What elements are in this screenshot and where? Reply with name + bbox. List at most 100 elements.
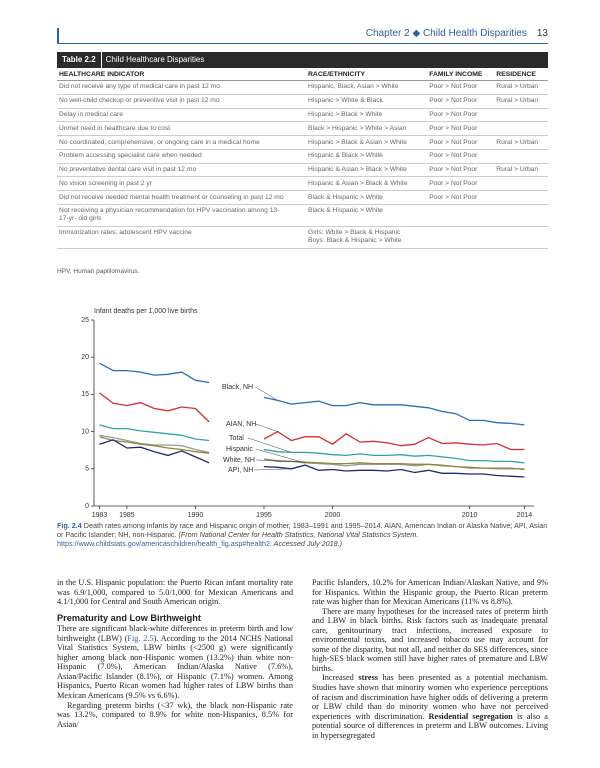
cell-text: Poor > Not Poor — [429, 83, 478, 91]
paragraph: There are many hypotheses for the increa… — [312, 606, 548, 673]
table-cell: No preventative dental care visit in pas… — [57, 163, 306, 178]
table-cell: Poor > Not Poor — [427, 163, 495, 178]
table-cell: Poor > Not Poor — [427, 94, 495, 109]
x-tick-label: 2014 — [517, 512, 533, 519]
cell-text: No coordinated, comprehensive, or ongoin… — [59, 138, 260, 146]
cell-text: Poor > Not Poor — [429, 110, 478, 118]
chart: Infant deaths per 1,000 live births 0 5 10… — [81, 308, 534, 519]
cell-line: Hispanic > Black > White — [308, 110, 383, 118]
table-cell: Poor > Not Poor — [427, 176, 495, 192]
cell-line: Black & Hispanic > White — [308, 207, 383, 215]
caption-url[interactable]: https://www.childstats.gov/americaschild… — [57, 539, 270, 548]
cell-line: Boys: Black & Hispanic > White — [308, 237, 402, 245]
series-line — [99, 392, 525, 451]
cell-text: Rural > Urban — [496, 97, 539, 105]
cell-text: Not receiving a physician recommendation… — [59, 207, 280, 223]
figure-link[interactable]: Fig. 2.5 — [127, 633, 154, 643]
cell-text: Did not receive needed mental health tre… — [59, 193, 284, 201]
cell-text: No preventative dental care visit in pas… — [59, 166, 197, 174]
x-tick-label: 1990 — [188, 512, 204, 519]
x-tick-label: 1983 — [92, 512, 108, 519]
cell-text: Poor > Not Poor — [429, 124, 478, 132]
series-label: Hispanic — [226, 446, 253, 453]
table-cell: Hispanic > Black & Asian > White — [306, 135, 428, 150]
cell-text: Poor > Not Poor — [429, 193, 478, 201]
table-cell: Black > Hispanic > White > Asian — [306, 121, 428, 137]
cell-text: Problem accessing specialist care when n… — [59, 152, 202, 160]
caption-accessed: . Accessed July 2018.) — [269, 539, 342, 548]
table-row: Unmet need in healthcare due to cost Blac… — [57, 121, 548, 137]
table-row: No preventative dental care visit in pas… — [57, 163, 548, 178]
table-cell: Poor > Not Poor — [427, 190, 495, 206]
table-cell: Poor > Not Poor — [427, 149, 495, 164]
table-cell: Did not receive any type of medical care… — [57, 80, 306, 95]
paragraph: Increased stress has been presented as a… — [312, 673, 548, 740]
cell-text: No well-child checkup or preventive visi… — [59, 97, 220, 105]
figure-label: Fig. 2.4 — [57, 521, 82, 530]
table-row: No vision screening in past 2 yr Hispanic… — [57, 176, 548, 192]
paragraph: Regarding preterm births (<37 wk), the b… — [57, 700, 293, 729]
label-leader — [256, 459, 306, 463]
label-leader — [255, 448, 306, 464]
table-cell — [494, 190, 548, 206]
table-cell: Poor > Not Poor — [427, 135, 495, 150]
column-header: RACE/ETHNICITY — [306, 68, 428, 81]
table-row: Did not receive any type of medical care… — [57, 80, 548, 95]
cell-text: Did not receive any type of medical care… — [59, 83, 220, 91]
table-cell: No coordinated, comprehensive, or ongoin… — [57, 135, 306, 150]
cell-text: Poor > Not Poor — [429, 138, 478, 146]
separator: ◆ — [412, 28, 421, 39]
cell-text: Poor > Not Poor — [429, 179, 478, 187]
table-cell: Immunization rates: adolescent HPV vacci… — [57, 226, 306, 249]
table-label: Table 2.2 — [62, 52, 102, 68]
caption-source: (From National Center for Health Statist… — [178, 530, 419, 539]
series-label: Black, NH — [222, 384, 253, 391]
series-label: API, NH — [228, 467, 253, 474]
table-row: Immunization rates: adolescent HPV vacci… — [57, 226, 548, 249]
y-tick-label: 5 — [85, 466, 89, 473]
table-cell: No well-child checkup or preventive visi… — [57, 94, 306, 109]
bold-term: Residential segregation — [428, 711, 513, 721]
paragraph: in the U.S. Hispanic population: the Pue… — [57, 578, 293, 607]
table-cell: Not receiving a physician recommendation… — [57, 204, 306, 227]
table-cell — [494, 204, 548, 227]
table-row: Problem accessing specialist care when n… — [57, 149, 548, 164]
running-header: Chapter 2 ◆ Child Health Disparities 13 — [57, 26, 548, 44]
cell-line: Hispanic & Asian > Black > White — [308, 166, 407, 174]
y-tick-label: 10 — [81, 428, 89, 435]
cell-line: Hispanic > White & Black — [308, 97, 383, 105]
y-axis-label: Infant deaths per 1,000 live births — [94, 308, 198, 315]
chapter-title: Child Health Disparities — [422, 28, 527, 39]
series-line — [99, 434, 525, 470]
chapter: Chapter 2 — [365, 28, 410, 39]
table-cell — [494, 149, 548, 164]
label-leader — [255, 386, 278, 401]
series-line — [99, 424, 525, 464]
series-line — [99, 436, 525, 471]
series-label: AIAN, NH — [226, 421, 256, 428]
table-cell: Poor > Not Poor — [427, 80, 495, 95]
table-cell: Problem accessing specialist care when n… — [57, 149, 306, 164]
cell-text: Poor > Not Poor — [429, 166, 478, 174]
cell-text: Poor > Not Poor — [429, 152, 478, 160]
table-cell — [427, 204, 495, 227]
table-cell: Black & Hispanic > White — [306, 190, 428, 206]
table-row: Did not receive needed mental health tre… — [57, 190, 548, 206]
text-run: ). According to the 2014 NCHS National V… — [57, 633, 294, 701]
table-row: Delay in medical care Hispanic > Black > … — [57, 108, 548, 123]
text-run: is also a potential source of difference… — [312, 711, 548, 740]
right-column: Pacific Islanders, 10.2% for American In… — [312, 578, 548, 740]
table-footnote: HPV, Human papillomavirus. — [57, 268, 140, 275]
table-cell — [494, 176, 548, 192]
header-row: HEALTHCARE INDICATOR RACE/ETHNICITY FAMILY… — [57, 68, 548, 81]
section-heading: Prematurity and Low Birthweight — [57, 612, 201, 623]
caption-text: Death rates among infants by race and Hi… — [57, 521, 548, 539]
series-line — [99, 362, 525, 426]
header-bar — [57, 28, 59, 44]
text-run: has been presented as a potential mechan… — [312, 673, 548, 721]
table-row: No well-child checkup or preventive visi… — [57, 94, 548, 109]
y-tick-label: 25 — [81, 317, 89, 324]
table-cell: Rural > Urban — [494, 163, 548, 178]
paragraph: Pacific Islanders, 10.2% for American In… — [312, 578, 548, 607]
